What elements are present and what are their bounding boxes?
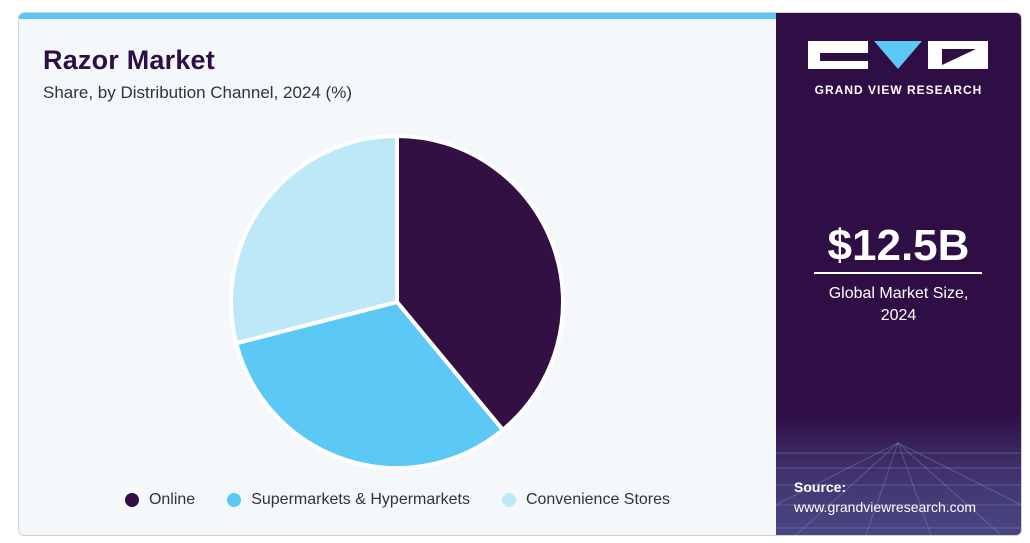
chart-panel: Razor Market Share, by Distribution Chan… xyxy=(19,13,776,535)
infographic-card: Razor Market Share, by Distribution Chan… xyxy=(18,12,1022,536)
source-label: Source: xyxy=(794,479,847,495)
legend-label: Online xyxy=(148,491,196,508)
legend-label: Supermarkets & Hypermarkets xyxy=(251,491,470,508)
legend-swatch xyxy=(227,493,242,507)
legend-item: Online xyxy=(124,491,196,509)
legend-item: Convenience Stores xyxy=(501,491,671,509)
pie-chart xyxy=(229,134,565,470)
pie-slice-convenience-stores xyxy=(229,134,399,346)
chart-subtitle: Share, by Distribution Channel, 2024 (%) xyxy=(43,83,352,102)
legend-swatch xyxy=(124,493,139,507)
chart-title: Razor Market xyxy=(43,45,215,75)
market-size-label: Global Market Size, 2024 xyxy=(776,283,1021,327)
brand-name: GRAND VIEW RESEARCH xyxy=(814,83,983,97)
decorative-grid xyxy=(776,413,1021,535)
grand-view-research-logo xyxy=(808,41,988,69)
source-url[interactable]: www.grandviewresearch.com xyxy=(794,499,977,515)
legend-label: Convenience Stores xyxy=(525,491,671,508)
pie-slice-online xyxy=(395,134,565,432)
legend-item: Supermarkets & Hypermarkets xyxy=(227,491,470,509)
market-size-label-line2: 2024 xyxy=(880,307,917,324)
market-size-divider xyxy=(814,272,982,274)
market-size-label-line1: Global Market Size, xyxy=(828,285,969,302)
legend-swatch xyxy=(501,493,516,507)
pie-slice-supermarkets-hypermarkets xyxy=(234,300,505,470)
side-panel: GRAND VIEW RESEARCH $12.5B Global Market… xyxy=(776,13,1021,535)
chart-legend: Online Supermarkets & Hypermarkets Conveni… xyxy=(19,491,776,509)
market-size-value: $12.5B xyxy=(827,221,970,270)
